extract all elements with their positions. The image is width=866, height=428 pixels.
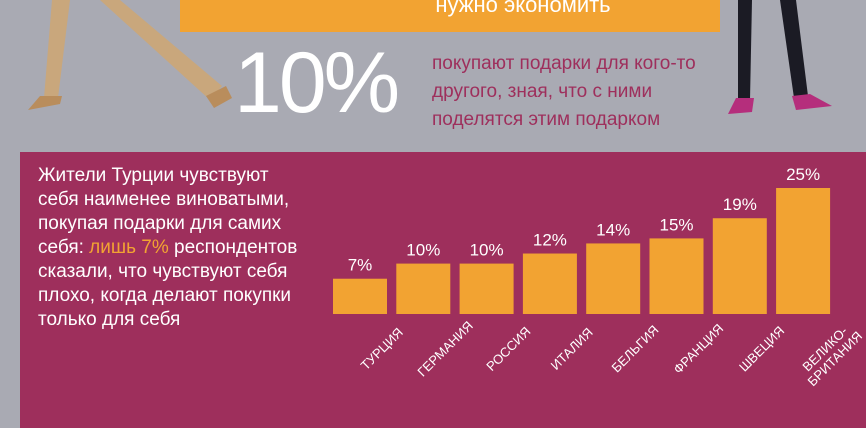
bar-value-label: 25% xyxy=(786,165,820,184)
category-label: ШВЕЦИЯ xyxy=(736,323,787,374)
bar-chart: 7% ТУРЦИЯ 10% ГЕРМАНИЯ 10% РОССИЯ 12% ИТАЛИЯ 14%… xyxy=(333,165,866,389)
stat-description-line: покупают подарки для кого-то xyxy=(432,53,696,74)
bar-value-label: 10% xyxy=(406,241,440,260)
bar-value-label: 19% xyxy=(723,195,757,214)
bar-value-label: 14% xyxy=(596,220,630,239)
category-label: ФРАНЦИЯ xyxy=(670,321,726,377)
bar xyxy=(649,238,704,314)
bar xyxy=(776,188,831,314)
person-left-illustration xyxy=(28,0,232,110)
bar-value-label: 10% xyxy=(470,241,504,260)
category-label: ИТАЛИЯ xyxy=(548,325,596,373)
bar xyxy=(586,243,641,314)
panel-description: Жители Турции чувствуют себя наименее ви… xyxy=(38,164,308,332)
stat-description-line: поделятся этим подарком xyxy=(432,109,661,130)
panel-highlight: лишь 7% xyxy=(89,237,169,258)
category-label: ГЕРМАНИЯ xyxy=(414,318,475,379)
top-banner xyxy=(180,0,720,32)
banner-text: нужно экономить xyxy=(435,0,611,17)
panel-text-before: Жители Турции чувствуют себя наименее ви… xyxy=(38,165,290,258)
chart-panel: Жители Турции чувствуют себя наименее ви… xyxy=(20,152,866,428)
bar xyxy=(712,218,767,314)
bar xyxy=(522,253,577,314)
category-label: ТУРЦИЯ xyxy=(358,325,406,373)
bar xyxy=(333,278,387,314)
bar xyxy=(459,263,514,314)
person-right-illustration xyxy=(728,0,832,114)
category-label: ВЕЛИКО-БРИТАНИЯ xyxy=(795,318,866,389)
bar-value-label: 7% xyxy=(348,256,373,275)
bar-value-label: 12% xyxy=(533,231,567,250)
bar-value-label: 15% xyxy=(659,215,693,234)
category-label: БЕЛЬГИЯ xyxy=(608,322,661,375)
category-label: РОССИЯ xyxy=(483,324,533,374)
bar xyxy=(396,263,451,314)
stat-description: покупают подарки для кого-то другого, зн… xyxy=(432,50,696,134)
big-stat-value: 10% xyxy=(234,35,400,131)
panel-text-after: респондентов сказали, что чувствуют себя… xyxy=(38,237,298,330)
stat-description-line: другого, зная, что с ними xyxy=(432,81,653,102)
